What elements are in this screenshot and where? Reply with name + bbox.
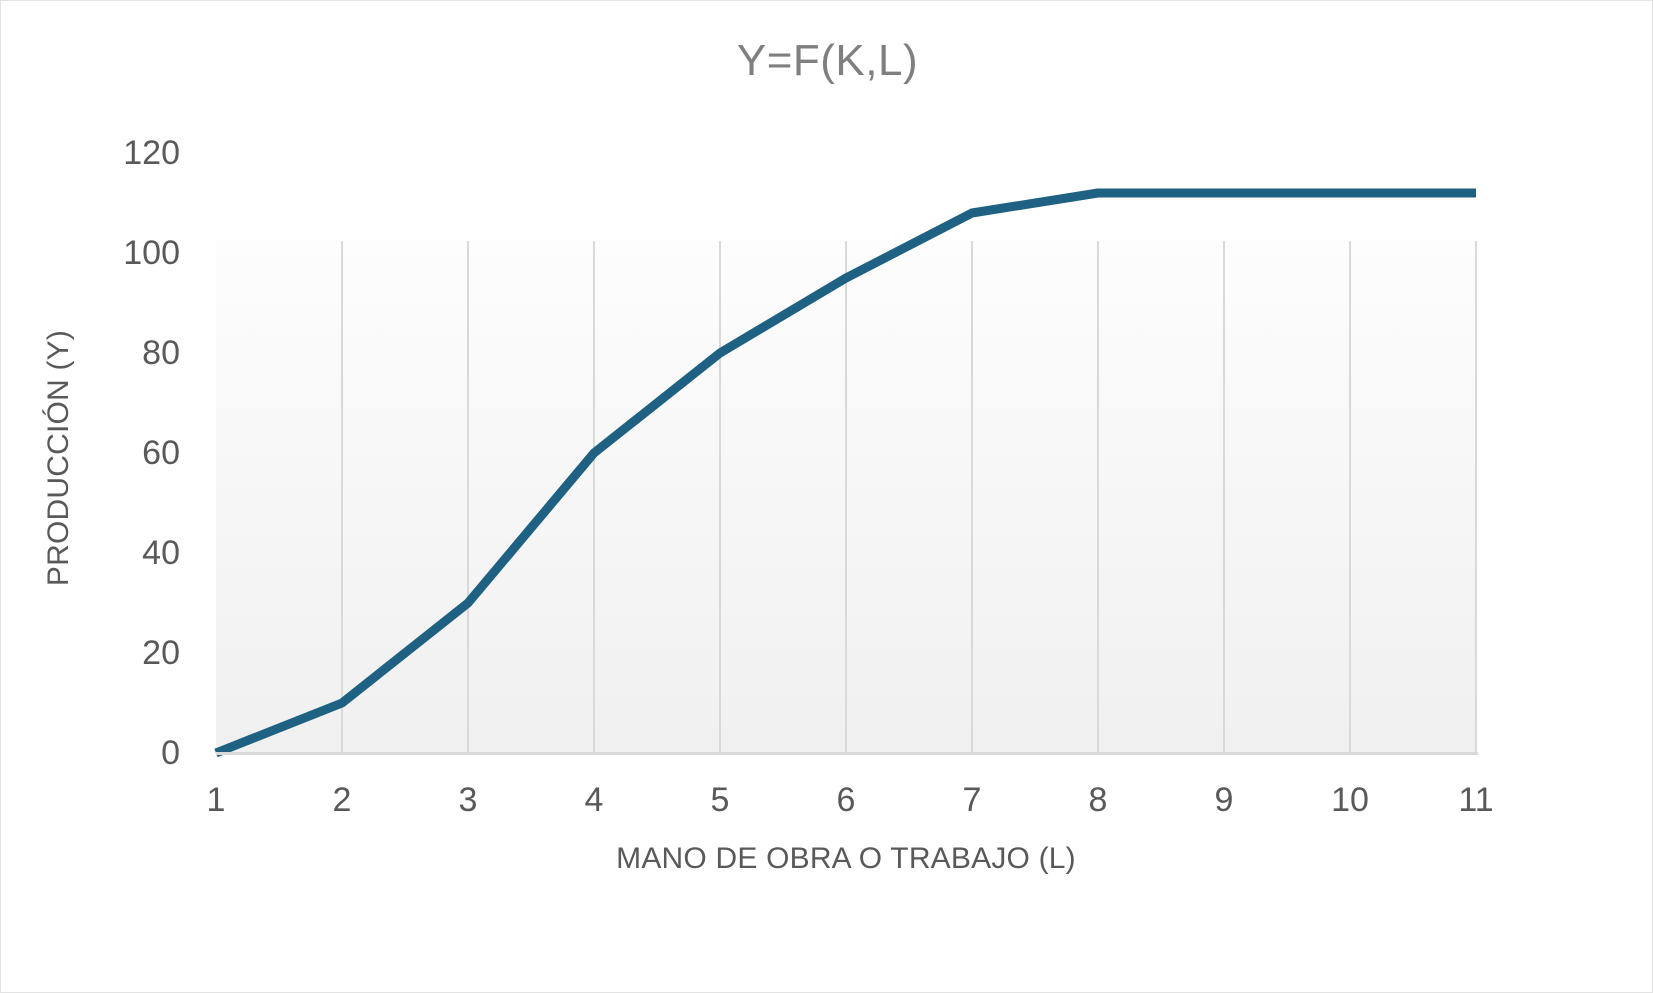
plot-area xyxy=(216,241,1476,753)
x-axis-tick-label: 9 xyxy=(1214,781,1234,819)
y-axis-tick-label: 20 xyxy=(142,634,180,672)
y-axis-tick-label: 100 xyxy=(123,234,180,272)
x-axis-line xyxy=(216,752,1478,755)
y-axis-title: PRODUCCIÓN (Y) xyxy=(42,329,75,587)
x-axis-tick-label: 7 xyxy=(962,781,982,819)
series-polyline xyxy=(216,193,1476,753)
x-axis-tick-label: 11 xyxy=(1458,781,1494,819)
x-axis-tick-label: 3 xyxy=(458,781,478,819)
x-axis-tick-label: 6 xyxy=(836,781,856,819)
y-axis-tick-label: 0 xyxy=(161,734,180,772)
x-axis-title: MANO DE OBRA O TRABAJO (L) xyxy=(616,842,1076,875)
y-axis-tick-label: 80 xyxy=(142,334,180,372)
x-axis-tick-label: 5 xyxy=(710,781,730,819)
gridlines xyxy=(216,241,1476,753)
chart-title: Y=F(K,L) xyxy=(736,36,919,85)
x-axis-tick-label: 8 xyxy=(1088,781,1108,819)
x-axis-tick-label: 1 xyxy=(206,781,226,819)
y-axis-tick-label: 120 xyxy=(123,134,180,172)
x-axis-tick-label: 10 xyxy=(1331,781,1369,819)
data-series-line xyxy=(216,241,1476,753)
x-axis-tick-label: 4 xyxy=(584,781,604,819)
x-axis-tick-label: 2 xyxy=(332,781,352,819)
y-axis-tick-label: 60 xyxy=(142,434,180,472)
y-axis-tick-label: 40 xyxy=(142,534,180,572)
